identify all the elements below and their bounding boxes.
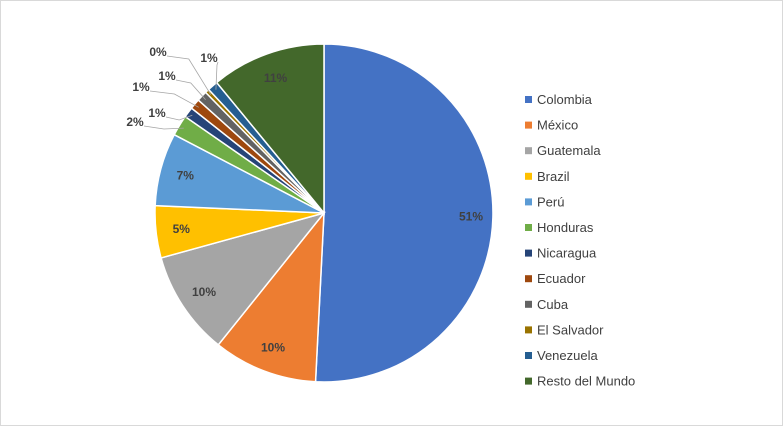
legend-item-resto-del-mundo: Resto del Mundo <box>525 374 635 389</box>
data-label-cuba: 1% <box>158 69 176 83</box>
leader-line-el-salvador <box>166 55 212 95</box>
data-label-mexico: 10% <box>261 340 285 354</box>
slice-colombia <box>314 43 494 383</box>
leader-line-honduras <box>143 125 184 130</box>
slice-guatemala <box>160 211 327 346</box>
legend-item-colombia: Colombia <box>525 92 593 107</box>
legend-item-cuba: Cuba <box>525 297 569 312</box>
legend-item-nicaragua: Nicaragua <box>525 246 597 261</box>
legend-label-el-salvador: El Salvador <box>537 322 604 337</box>
legend-item-mexico: México <box>525 118 578 133</box>
legend-swatch-resto-del-mundo <box>525 377 532 385</box>
leader-lines <box>143 55 219 130</box>
data-label-el-salvador: 0% <box>149 45 167 59</box>
legend-swatch-guatemala <box>525 147 532 155</box>
legend-item-ecuador: Ecuador <box>525 271 586 286</box>
legend: Colombia México Guatemala Brazil Perú Hondura… <box>525 92 635 389</box>
legend-label-peru: Perú <box>537 194 564 209</box>
legend-label-venezuela: Venezuela <box>537 348 598 363</box>
legend-item-venezuela: Venezuela <box>525 348 598 363</box>
data-label-peru: 7% <box>177 169 195 183</box>
legend-item-guatemala: Guatemala <box>525 143 601 158</box>
legend-swatch-peru <box>525 198 532 206</box>
legend-label-honduras: Honduras <box>537 220 594 235</box>
legend-label-resto-del-mundo: Resto del Mundo <box>537 374 635 389</box>
data-label-guatemala: 10% <box>192 285 216 299</box>
data-label-nicaragua: 1% <box>148 106 166 120</box>
slice-mexico <box>217 210 325 383</box>
legend-swatch-ecuador <box>525 275 532 283</box>
legend-label-cuba: Cuba <box>537 297 569 312</box>
data-label-colombia: 51% <box>459 210 483 224</box>
legend-label-ecuador: Ecuador <box>537 271 586 286</box>
data-label-brazil: 5% <box>173 222 191 236</box>
data-label-ecuador: 1% <box>132 80 150 94</box>
legend-label-guatemala: Guatemala <box>537 143 601 158</box>
data-label-resto-del-mundo: 11% <box>264 71 288 85</box>
legend-swatch-brazil <box>525 172 532 180</box>
legend-item-honduras: Honduras <box>525 220 594 235</box>
legend-swatch-cuba <box>525 300 532 308</box>
legend-swatch-colombia <box>525 96 532 103</box>
legend-label-colombia: Colombia <box>537 92 593 107</box>
pie-slices <box>154 43 494 383</box>
slice-resto-del-mundo <box>215 43 325 216</box>
legend-label-mexico: México <box>537 118 578 133</box>
leader-line-cuba <box>175 79 206 100</box>
legend-item-peru: Perú <box>525 194 564 209</box>
legend-item-brazil: Brazil <box>525 169 570 184</box>
legend-swatch-nicaragua <box>525 249 532 257</box>
data-label-honduras: 2% <box>126 115 144 129</box>
legend-swatch-honduras <box>525 224 532 231</box>
leader-line-ecuador <box>149 90 199 108</box>
leader-line-nicaragua <box>165 114 193 121</box>
data-labels: 51% 10% 10% 5% 7% 2% 1% 1% 1% 0% 1% 11% <box>126 45 483 354</box>
legend-label-nicaragua: Nicaragua <box>537 246 597 261</box>
legend-swatch-el-salvador <box>525 326 532 334</box>
legend-swatch-venezuela <box>525 352 532 359</box>
legend-swatch-mexico <box>525 121 532 129</box>
legend-label-brazil: Brazil <box>537 169 570 184</box>
leader-line-venezuela <box>215 61 219 90</box>
data-label-venezuela: 1% <box>200 51 218 65</box>
legend-item-el-salvador: El Salvador <box>525 322 604 337</box>
